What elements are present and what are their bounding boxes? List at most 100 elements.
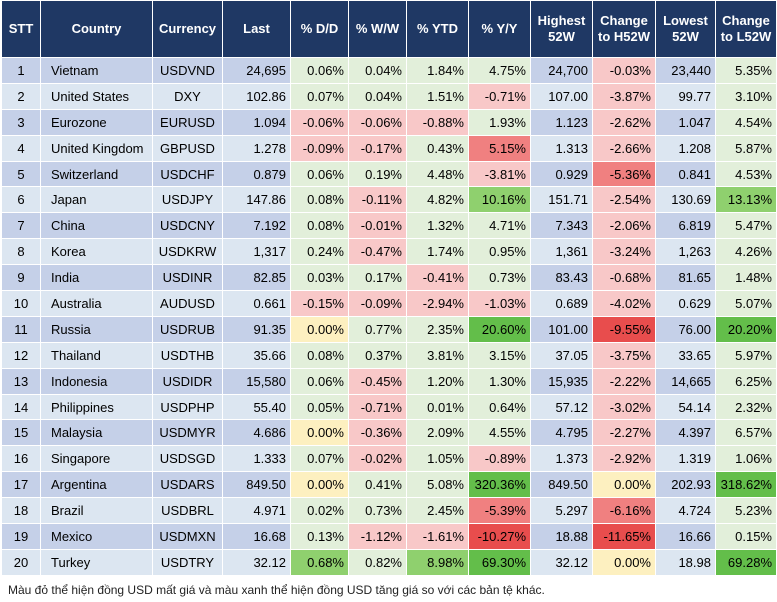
- cell-country: Japan: [40, 186, 153, 214]
- fx-table: STT Country Currency Last % D/D % W/W % …: [1, 0, 777, 576]
- cell-low: 1,263: [655, 238, 716, 266]
- footer-note: Màu đỏ thể hiện đồng USD mất giá và màu …: [8, 582, 545, 597]
- cell-stt: 19: [1, 523, 41, 550]
- cell-chl: 20.20%: [715, 315, 777, 343]
- cell-dd: 0.08%: [290, 341, 349, 369]
- cell-chl: 5.87%: [715, 134, 777, 162]
- cell-country: Brazil: [40, 497, 153, 525]
- cell-dd: 0.05%: [290, 393, 349, 421]
- cell-last: 32.12: [222, 548, 291, 576]
- cell-chh: -4.02%: [592, 290, 656, 317]
- cell-high: 107.00: [530, 82, 593, 110]
- cell-chh: -5.36%: [592, 160, 656, 188]
- cell-country: Philippines: [40, 393, 153, 421]
- cell-yy: 10.16%: [468, 186, 531, 214]
- cell-dd: 0.24%: [290, 238, 349, 266]
- cell-yy: -3.81%: [468, 160, 531, 188]
- cell-ww: -0.09%: [348, 290, 407, 317]
- cell-high: 15,935: [530, 367, 593, 395]
- cell-country: Eurozone: [40, 108, 153, 136]
- cell-currency: USDMYR: [152, 419, 223, 447]
- cell-stt: 18: [1, 497, 41, 525]
- table-row: 15 Malaysia USDMYR 4.686 0.00% -0.36% 2.09% 4.5…: [1, 419, 777, 447]
- cell-currency: USDJPY: [152, 186, 223, 214]
- cell-dd: -0.09%: [290, 134, 349, 162]
- cell-currency: USDRUB: [152, 315, 223, 343]
- cell-currency: GBPUSD: [152, 134, 223, 162]
- cell-ytd: 1.51%: [406, 82, 469, 110]
- cell-low: 23,440: [655, 57, 716, 84]
- cell-low: 1.319: [655, 445, 716, 473]
- cell-last: 1,317: [222, 238, 291, 266]
- cell-dd: 0.08%: [290, 186, 349, 214]
- cell-ww: -0.06%: [348, 108, 407, 136]
- cell-ytd: 0.01%: [406, 393, 469, 421]
- cell-yy: -5.39%: [468, 497, 531, 525]
- header-dd: % D/D: [290, 0, 349, 58]
- cell-last: 4.971: [222, 497, 291, 525]
- cell-low: 14,665: [655, 367, 716, 395]
- table-body: 1 Vietnam USDVND 24,695 0.06% 0.04% 1.84% 4.75%…: [1, 57, 777, 576]
- cell-currency: AUDUSD: [152, 290, 223, 317]
- cell-ww: -0.45%: [348, 367, 407, 395]
- table-row: 17 Argentina USDARS 849.50 0.00% 0.41% 5.08% 32…: [1, 471, 777, 499]
- cell-ytd: 1.74%: [406, 238, 469, 266]
- cell-currency: USDCHF: [152, 160, 223, 188]
- cell-yy: 1.93%: [468, 108, 531, 136]
- cell-stt: 12: [1, 341, 41, 369]
- cell-high: 0.689: [530, 290, 593, 317]
- cell-currency: USDMXN: [152, 523, 223, 550]
- cell-stt: 5: [1, 160, 41, 188]
- cell-ytd: 1.84%: [406, 57, 469, 84]
- cell-country: China: [40, 212, 153, 240]
- cell-dd: 0.06%: [290, 57, 349, 84]
- cell-yy: 5.15%: [468, 134, 531, 162]
- cell-last: 849.50: [222, 471, 291, 499]
- cell-dd: 0.00%: [290, 471, 349, 499]
- cell-high: 57.12: [530, 393, 593, 421]
- cell-chh: -2.06%: [592, 212, 656, 240]
- cell-chh: -2.62%: [592, 108, 656, 136]
- cell-stt: 13: [1, 367, 41, 395]
- cell-country: Turkey: [40, 548, 153, 576]
- cell-stt: 8: [1, 238, 41, 266]
- cell-currency: EURUSD: [152, 108, 223, 136]
- cell-country: Indonesia: [40, 367, 153, 395]
- table-row: 12 Thailand USDTHB 35.66 0.08% 0.37% 3.81% 3.15…: [1, 341, 777, 369]
- cell-yy: 320.36%: [468, 471, 531, 499]
- cell-last: 24,695: [222, 57, 291, 84]
- cell-stt: 17: [1, 471, 41, 499]
- cell-ww: -0.01%: [348, 212, 407, 240]
- cell-low: 99.77: [655, 82, 716, 110]
- header-chh: Change to H52W: [592, 0, 656, 58]
- cell-dd: 0.00%: [290, 419, 349, 447]
- cell-high: 24,700: [530, 57, 593, 84]
- cell-last: 82.85: [222, 264, 291, 292]
- cell-stt: 3: [1, 108, 41, 136]
- cell-low: 0.841: [655, 160, 716, 188]
- cell-low: 202.93: [655, 471, 716, 499]
- cell-chl: 3.10%: [715, 82, 777, 110]
- header-ytd: % YTD: [406, 0, 469, 58]
- cell-ytd: 4.48%: [406, 160, 469, 188]
- cell-last: 0.661: [222, 290, 291, 317]
- table-row: 5 Switzerland USDCHF 0.879 0.06% 0.19% 4.48% -3…: [1, 160, 777, 188]
- cell-last: 91.35: [222, 315, 291, 343]
- table-row: 3 Eurozone EURUSD 1.094 -0.06% -0.06% -0.88% 1.…: [1, 108, 777, 136]
- cell-last: 55.40: [222, 393, 291, 421]
- cell-chh: -0.68%: [592, 264, 656, 292]
- cell-yy: 0.73%: [468, 264, 531, 292]
- cell-last: 1.333: [222, 445, 291, 473]
- cell-low: 54.14: [655, 393, 716, 421]
- cell-country: India: [40, 264, 153, 292]
- cell-yy: 69.30%: [468, 548, 531, 576]
- table-row: 16 Singapore USDSGD 1.333 0.07% -0.02% 1.05% -0…: [1, 445, 777, 473]
- cell-currency: USDCNY: [152, 212, 223, 240]
- cell-last: 15,580: [222, 367, 291, 395]
- cell-dd: 0.02%: [290, 497, 349, 525]
- cell-chh: -2.92%: [592, 445, 656, 473]
- cell-country: Singapore: [40, 445, 153, 473]
- cell-dd: 0.07%: [290, 82, 349, 110]
- header-ww: % W/W: [348, 0, 407, 58]
- cell-low: 1.047: [655, 108, 716, 136]
